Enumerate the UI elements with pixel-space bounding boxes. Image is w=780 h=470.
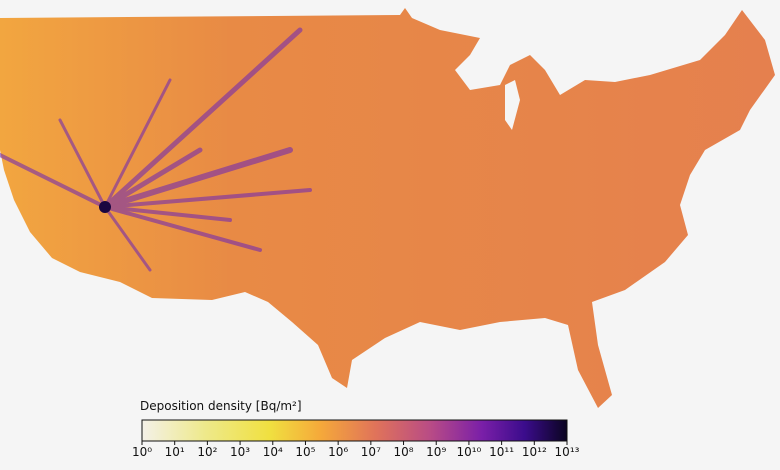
tick-label: 10¹⁰ (456, 445, 481, 459)
tick-label: 10¹ (165, 445, 185, 459)
tick-label: 10⁵ (295, 445, 315, 459)
plume (0, 27, 312, 272)
source (99, 201, 111, 213)
tick-label: 10⁰ (132, 445, 152, 459)
tick-label: 10³ (230, 445, 250, 459)
tick-label: 10¹¹ (489, 445, 514, 459)
tick-label: 10² (197, 445, 217, 459)
tick-label: 10⁹ (426, 445, 446, 459)
tick-label: 10⁸ (393, 445, 413, 459)
tick-label: 10⁷ (361, 445, 381, 459)
us-map (0, 8, 775, 408)
great-lake (505, 80, 520, 130)
tick-label: 10⁶ (328, 445, 348, 459)
colorbar (141, 419, 568, 442)
tick-label: 10⁴ (263, 445, 283, 459)
tick-label: 10¹² (522, 445, 547, 459)
tick-label: 10¹³ (555, 445, 580, 459)
us-land (0, 8, 775, 408)
colorbar-title: Deposition density [Bq/m²] (140, 399, 302, 413)
